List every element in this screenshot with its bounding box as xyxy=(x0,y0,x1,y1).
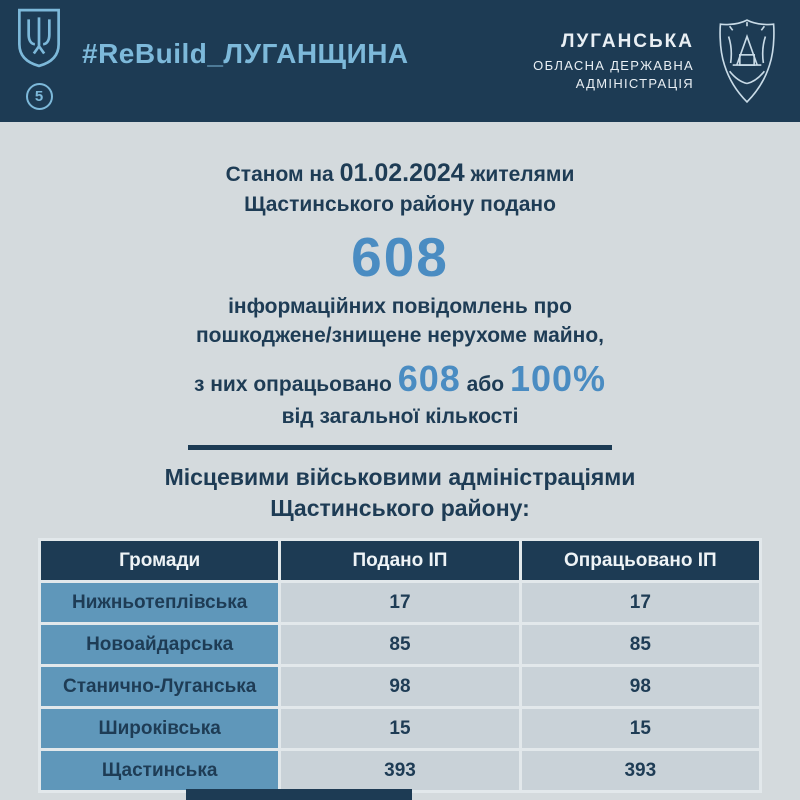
summary-line1-suffix: жителями xyxy=(470,163,575,186)
summary-line-4: пошкоджене/знищене нерухоме майно, xyxy=(195,324,605,347)
summary-line1-prefix: Станом на xyxy=(225,163,334,186)
section-title-line-2: Щастинського району: xyxy=(270,495,530,521)
submitted-count-cell: 98 xyxy=(281,667,519,706)
section-title-line-1: Місцевими військовими адміністраціями xyxy=(164,464,636,490)
community-name-cell: Станично-Луганська xyxy=(41,667,279,706)
submitted-count-cell: 393 xyxy=(281,751,519,790)
report-body: Станом на 01.02.2024 жителями Щастинсько… xyxy=(0,122,800,793)
bottom-decorative-bar xyxy=(186,789,412,800)
processed-count-cell: 85 xyxy=(521,625,759,664)
organization-name: ЛУГАНСЬКА ОБЛАСНА ДЕРЖАВНА АДМІНІСТРАЦІЯ xyxy=(533,31,694,91)
table-row: Щастинська 393 393 xyxy=(41,751,759,790)
processed-line: з них опрацьовано 608 або 100% xyxy=(0,358,800,400)
processed-percent: 100% xyxy=(509,358,607,399)
processed-count-cell: 98 xyxy=(521,667,759,706)
submitted-count-cell: 17 xyxy=(281,583,519,622)
community-name-cell: Щастинська xyxy=(41,751,279,790)
community-name-cell: Новоайдарська xyxy=(41,625,279,664)
processed-count-cell: 17 xyxy=(521,583,759,622)
summary-line-3: інформаційних повідомлень про xyxy=(228,295,572,318)
community-name-cell: Нижньотеплівська xyxy=(41,583,279,622)
header-bar: 5 #ReBuild_ЛУГАНЩИНА ЛУГАНСЬКА ОБЛАСНА Д… xyxy=(0,0,800,122)
processed-count-cell: 15 xyxy=(521,709,759,748)
submitted-count-cell: 85 xyxy=(281,625,519,664)
report-date: 01.02.2024 xyxy=(339,159,465,187)
table-row: Новоайдарська 85 85 xyxy=(41,625,759,664)
section-divider xyxy=(188,445,612,450)
summary-line-2: Щастинського району подано xyxy=(244,193,556,216)
community-name-cell: Широківська xyxy=(41,709,279,748)
total-reports-count: 608 xyxy=(351,226,449,288)
slide-number-badge: 5 xyxy=(25,83,53,110)
org-name-line-2: ОБЛАСНА ДЕРЖАВНА xyxy=(533,58,694,73)
ukraine-trident-shield-icon xyxy=(16,7,62,74)
column-header-opratsovano-ip: Опрацьовано ІП xyxy=(521,541,759,580)
communities-table: Громади Подано ІП Опрацьовано ІП Нижньот… xyxy=(38,538,762,793)
processed-count-cell: 393 xyxy=(521,751,759,790)
submitted-count-cell: 15 xyxy=(281,709,519,748)
table-row: Нижньотеплівська 17 17 xyxy=(41,583,759,622)
summary-line-5: від загальної кількості xyxy=(281,405,519,428)
table-header-row: Громади Подано ІП Опрацьовано ІП xyxy=(41,541,759,580)
campaign-hashtag: #ReBuild_ЛУГАНЩИНА xyxy=(82,38,409,69)
oblast-emblem-icon xyxy=(710,16,784,106)
summary-line-1: Станом на 01.02.2024 жителями xyxy=(0,159,800,188)
column-header-hromady: Громади xyxy=(41,541,279,580)
header-left-badges: 5 xyxy=(10,0,68,110)
org-name-line-1: ЛУГАНСЬКА xyxy=(561,31,694,52)
processed-prefix: з них опрацьовано xyxy=(193,373,392,396)
table-row: Широківська 15 15 xyxy=(41,709,759,748)
processed-or-label: або xyxy=(466,373,505,396)
table-row: Станично-Луганська 98 98 xyxy=(41,667,759,706)
org-name-line-3: АДМІНІСТРАЦІЯ xyxy=(575,76,694,91)
processed-count: 608 xyxy=(397,358,461,399)
column-header-podano-ip: Подано ІП xyxy=(281,541,519,580)
